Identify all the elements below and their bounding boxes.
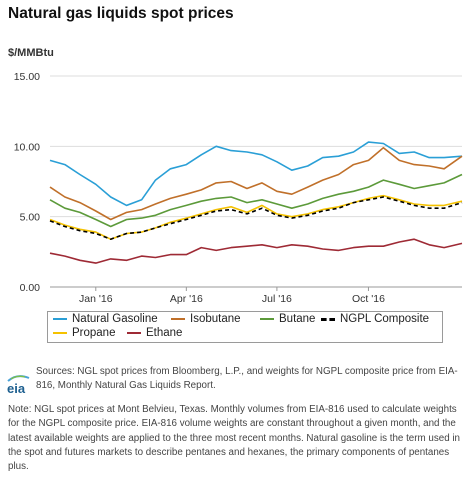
x-tick-label: Jul '16	[262, 293, 292, 305]
legend-swatch	[127, 332, 141, 334]
chart-title: Natural gas liquids spot prices	[8, 5, 234, 22]
legend-item-natural-gasoline: Natural Gasoline	[53, 313, 158, 325]
legend-swatch	[321, 317, 335, 321]
series-lines	[49, 141, 463, 264]
legend-label: Propane	[72, 327, 116, 339]
x-tick-label: Apr '16	[170, 293, 203, 305]
legend-label: NGPL Composite	[340, 313, 430, 325]
y-axis-unit: $/MMBtu	[8, 47, 54, 59]
note-text: Note: NGL spot prices at Mont Belvieu, T…	[8, 404, 460, 473]
legend-swatch	[53, 318, 67, 320]
y-tick-label: 0.00	[20, 282, 41, 294]
y-tick-label: 5.00	[20, 212, 41, 224]
legend-swatch	[53, 332, 67, 334]
legend-swatch	[171, 318, 185, 320]
chart-legend: Natural Gasoline Isobutane Butane NGPL Comp…	[47, 311, 443, 343]
legend-label: Isobutane	[190, 313, 241, 325]
legend-label: Natural Gasoline	[72, 313, 158, 325]
y-tick-label: 15.00	[14, 71, 40, 83]
x-tick-label: Oct '16	[352, 293, 385, 305]
legend-label: Butane	[279, 313, 316, 325]
line-chart: 0.00 5.00 10.00 15.00 Jan '16 Apr '16 Jul '16…	[14, 71, 463, 305]
legend-item-ngpl-composite: NGPL Composite	[321, 313, 429, 325]
svg-text:eia: eia	[7, 381, 26, 396]
series-line-ethane	[49, 238, 463, 264]
legend-swatch	[260, 318, 274, 320]
legend-item-propane: Propane	[53, 327, 115, 339]
legend-label: Ethane	[146, 327, 183, 339]
legend-item-ethane: Ethane	[127, 327, 182, 339]
x-axis-ticks: Jan '16 Apr '16 Jul '16 Oct '16	[79, 287, 385, 305]
gridlines	[50, 75, 462, 288]
legend-item-butane: Butane	[260, 313, 315, 325]
y-tick-label: 10.00	[14, 141, 40, 153]
series-line-isobutane	[49, 146, 463, 221]
series-line-ngpl-composite	[49, 196, 463, 240]
series-line-butane	[49, 173, 463, 228]
x-tick-label: Jan '16	[79, 293, 113, 305]
eia-logo: eia	[7, 375, 30, 396]
sources-text: Sources: NGL spot prices from Bloomberg,…	[36, 366, 458, 391]
legend-item-isobutane: Isobutane	[171, 313, 241, 325]
series-line-natural-gasoline	[49, 141, 463, 207]
y-axis-ticks: 0.00 5.00 10.00 15.00	[14, 71, 40, 294]
